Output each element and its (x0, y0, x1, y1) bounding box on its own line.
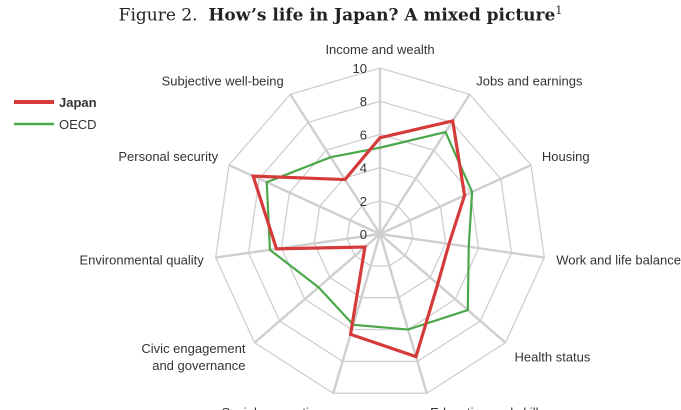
grid-spoke (379, 163, 532, 236)
grid-ring-10 (215, 67, 545, 394)
tick-label: 10 (353, 61, 367, 76)
axis-label: Civic engagement and governance (141, 341, 245, 373)
axis-label-line: Education and skills (430, 405, 545, 410)
axis-label: Environmental quality (80, 252, 205, 267)
tick-label: 8 (360, 94, 367, 109)
grid-spoke (379, 233, 507, 344)
legend-label-japan: Japan (59, 95, 97, 110)
axis-label: Social connections (221, 405, 330, 410)
grid-spoke (378, 233, 428, 394)
grid-spoke (253, 233, 381, 344)
figure-title-text: How’s life in Japan? A mixed picture (208, 5, 556, 26)
axis-label-line: Subjective well-being (162, 73, 284, 88)
grid-spoke (215, 232, 381, 259)
axis-label: Work and life balance (556, 252, 681, 267)
axis-label-line: Jobs and earnings (476, 73, 583, 88)
tick-label: 0 (360, 227, 367, 242)
figure-prefix: Figure 2. (118, 5, 198, 26)
axis-label: Jobs and earnings (476, 73, 583, 88)
axis-label: Subjective well-being (162, 73, 284, 88)
radar-series (250, 118, 474, 359)
axis-label: Health status (515, 350, 591, 365)
axis-label-line: and governance (152, 358, 245, 373)
radar-grid: 0 2 4 6 8 10 (215, 61, 545, 394)
axis-label: Housing (542, 149, 590, 164)
axis-label-line: Health status (515, 350, 591, 365)
figure-title: Figure 2. How’s life in Japan? A mixed p… (0, 4, 681, 26)
axis-label: Education and skills (430, 405, 545, 410)
legend-label-oecd: OECD (59, 117, 97, 132)
axis-label-line: Environmental quality (80, 252, 205, 267)
grid-spoke (332, 233, 382, 394)
grid-spoke (289, 93, 382, 235)
tick-label: 2 (360, 194, 367, 209)
grid-ring-4 (313, 166, 447, 299)
axis-label-line: Social connections (221, 405, 330, 410)
axis-label-line: Housing (542, 149, 590, 164)
axis-label-line: Work and life balance (556, 252, 681, 267)
axis-label-line: Personal security (118, 149, 218, 164)
series-line-japan (250, 118, 467, 359)
tick-label: 4 (360, 161, 367, 176)
chart-legend: Japan OECD (14, 95, 97, 132)
tick-label: 6 (360, 127, 367, 142)
axis-label-line: Civic engagement (141, 341, 245, 356)
figure-footnote-marker: 1 (555, 4, 563, 17)
grid-ring-2 (346, 200, 414, 267)
radar-axis-labels: Income and wealth Jobs and earnings Housin… (80, 42, 681, 410)
series-line-oecd (265, 130, 474, 331)
grid-spoke (378, 93, 471, 235)
grid-ring-8 (247, 100, 513, 363)
axis-label: Income and wealth (325, 42, 434, 57)
axis-label-line: Income and wealth (325, 42, 434, 57)
grid-spoke (379, 232, 545, 259)
axis-label: Personal security (118, 149, 218, 164)
